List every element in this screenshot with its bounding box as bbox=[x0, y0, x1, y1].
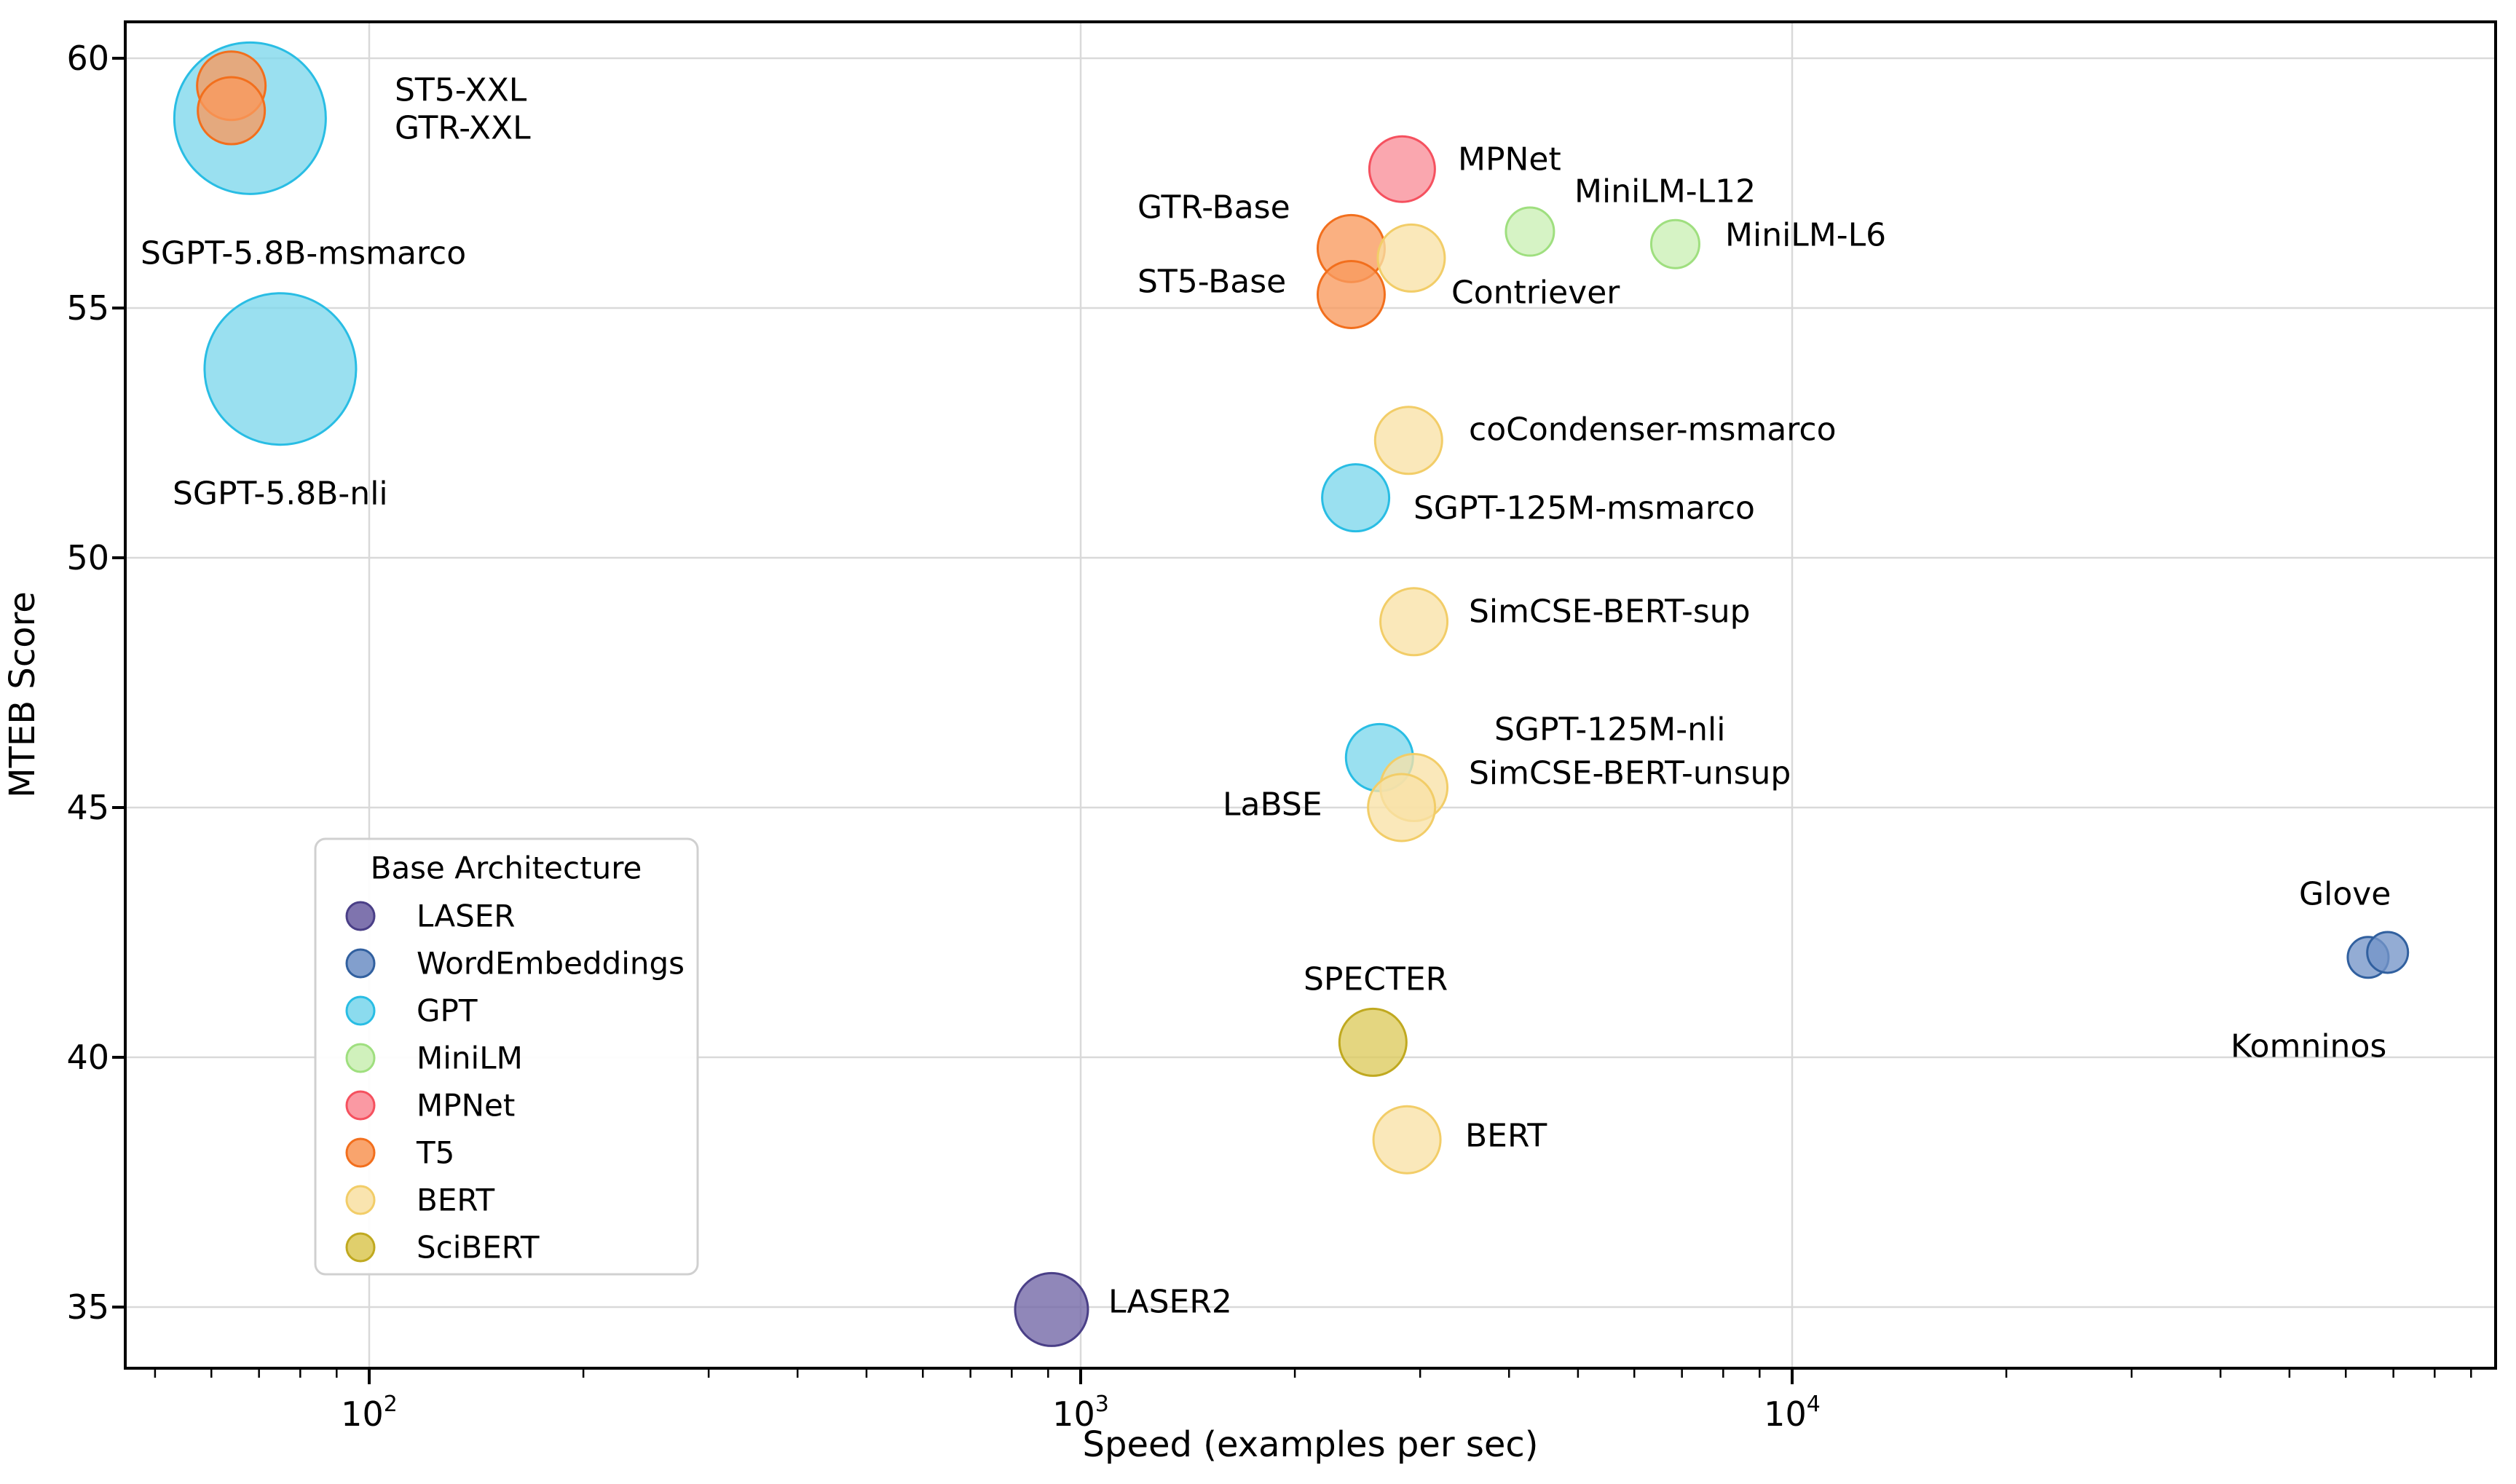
bubble-coCondenser-msmarco bbox=[1373, 406, 1443, 475]
x-tick-label: 103 bbox=[1052, 1392, 1109, 1434]
legend-label-SciBERT: SciBERT bbox=[417, 1230, 540, 1266]
bubble-LASER2 bbox=[1014, 1271, 1089, 1347]
label-SGPT-5.8B-nli: SGPT-5.8B-nli bbox=[173, 475, 388, 513]
legend-marker-LASER bbox=[345, 901, 376, 931]
bubble-MiniLM-L12 bbox=[1505, 206, 1555, 257]
legend-label-GPT: GPT bbox=[417, 993, 478, 1029]
label-SimCSE-BERT-unsup: SimCSE-BERT-unsup bbox=[1469, 755, 1791, 792]
legend-marker-BERT bbox=[345, 1185, 376, 1215]
bubble-MPNet bbox=[1368, 135, 1436, 203]
legend-item-GPT: GPT bbox=[345, 993, 478, 1029]
label-BERT: BERT bbox=[1465, 1118, 1547, 1155]
y-tick-label: 35 bbox=[66, 1287, 109, 1327]
label-MPNet: MPNet bbox=[1458, 141, 1561, 178]
bubble-SimCSE-BERT-sup bbox=[1379, 587, 1449, 657]
label-SGPT-125M-msmarco: SGPT-125M-msmarco bbox=[1413, 490, 1755, 527]
label-SimCSE-BERT-sup: SimCSE-BERT-sup bbox=[1469, 593, 1751, 631]
bubble-Komninos bbox=[2366, 931, 2410, 974]
grid-layer bbox=[125, 22, 2496, 1368]
bubble-SGPT-125M-msmarco bbox=[1321, 463, 1391, 533]
bubble-layer bbox=[173, 41, 2410, 1347]
legend-marker-T5 bbox=[345, 1137, 376, 1168]
label-SPECTER: SPECTER bbox=[1304, 961, 1448, 998]
y-tick-label: 55 bbox=[66, 288, 109, 328]
legend-item-MiniLM: MiniLM bbox=[345, 1041, 523, 1076]
bubble-SPECTER bbox=[1338, 1007, 1408, 1077]
legend-item-LASER: LASER bbox=[345, 899, 515, 934]
legend-label-WordEmbeddings: WordEmbeddings bbox=[417, 946, 685, 982]
legend-item-BERT: BERT bbox=[345, 1183, 494, 1218]
y-tick-label: 40 bbox=[66, 1038, 109, 1077]
bubble-BERT bbox=[1372, 1105, 1442, 1175]
label-Komninos: Komninos bbox=[2231, 1028, 2386, 1065]
legend-item-SciBERT: SciBERT bbox=[345, 1230, 540, 1266]
tick-layer bbox=[112, 57, 2472, 1384]
legend-marker-SciBERT bbox=[345, 1232, 376, 1263]
y-axis-label: MTEB Score bbox=[2, 591, 43, 798]
bubble-LaBSE bbox=[1367, 773, 1437, 842]
legend-item-MPNet: MPNet bbox=[345, 1088, 515, 1124]
legend-label-T5: T5 bbox=[416, 1135, 454, 1171]
label-coCondenser-msmarco: coCondenser-msmarco bbox=[1469, 411, 1837, 449]
y-tick-label: 50 bbox=[66, 538, 109, 577]
label-LaBSE: LaBSE bbox=[1223, 786, 1322, 824]
y-tick-label: 45 bbox=[66, 788, 109, 827]
x-tick-label: 102 bbox=[341, 1392, 398, 1434]
legend-box bbox=[314, 837, 699, 1276]
y-tick-label: 60 bbox=[66, 39, 109, 78]
legend-title: Base Architecture bbox=[371, 850, 642, 886]
label-Glove: Glove bbox=[2299, 876, 2391, 913]
bubble-MiniLM-L6 bbox=[1649, 218, 1700, 269]
bubble-Contriever bbox=[1376, 223, 1446, 293]
axes-box bbox=[124, 20, 2497, 1370]
bubble-GTR-XXL bbox=[197, 76, 267, 146]
label-SGPT-5.8B-msmarco: SGPT-5.8B-msmarco bbox=[141, 235, 466, 272]
label-LASER2: LASER2 bbox=[1108, 1284, 1232, 1321]
x-tick-label: 104 bbox=[1764, 1392, 1821, 1434]
legend-item-T5: T5 bbox=[345, 1135, 454, 1171]
legend-marker-MPNet bbox=[345, 1090, 376, 1121]
label-GTR-XXL: GTR-XXL bbox=[395, 110, 531, 147]
legend-label-MiniLM: MiniLM bbox=[417, 1041, 523, 1076]
legend-marker-GPT bbox=[345, 995, 376, 1026]
label-Contriever: Contriever bbox=[1451, 275, 1620, 312]
tick-label-layer: 35 40 45 50 55 60 102 103 104 bbox=[66, 39, 1820, 1434]
label-ST5-XXL: ST5-XXL bbox=[395, 72, 527, 109]
legend-marker-WordEmbeddings bbox=[345, 948, 376, 979]
label-MiniLM-L12: MiniLM-L12 bbox=[1574, 173, 1756, 210]
legend-label-MPNet: MPNet bbox=[417, 1088, 515, 1124]
legend-marker-MiniLM bbox=[345, 1043, 376, 1073]
label-ST5-Base: ST5-Base bbox=[1137, 264, 1286, 301]
label-SGPT-125M-nli: SGPT-125M-nli bbox=[1494, 711, 1725, 749]
bubble-ST5-Base bbox=[1316, 259, 1386, 329]
legend-label-LASER: LASER bbox=[417, 899, 515, 934]
legend-label-BERT: BERT bbox=[417, 1183, 494, 1218]
label-MiniLM-L6: MiniLM-L6 bbox=[1725, 217, 1886, 254]
legend: Base Architecture LASER WordEmbeddings GPT M… bbox=[314, 837, 699, 1276]
label-GTR-Base: GTR-Base bbox=[1137, 189, 1290, 226]
legend-item-WordEmbeddings: WordEmbeddings bbox=[345, 946, 685, 982]
x-axis-label: Speed (examples per sec) bbox=[1083, 1424, 1539, 1465]
bubble-SGPT-5.8B-nli bbox=[203, 292, 358, 446]
